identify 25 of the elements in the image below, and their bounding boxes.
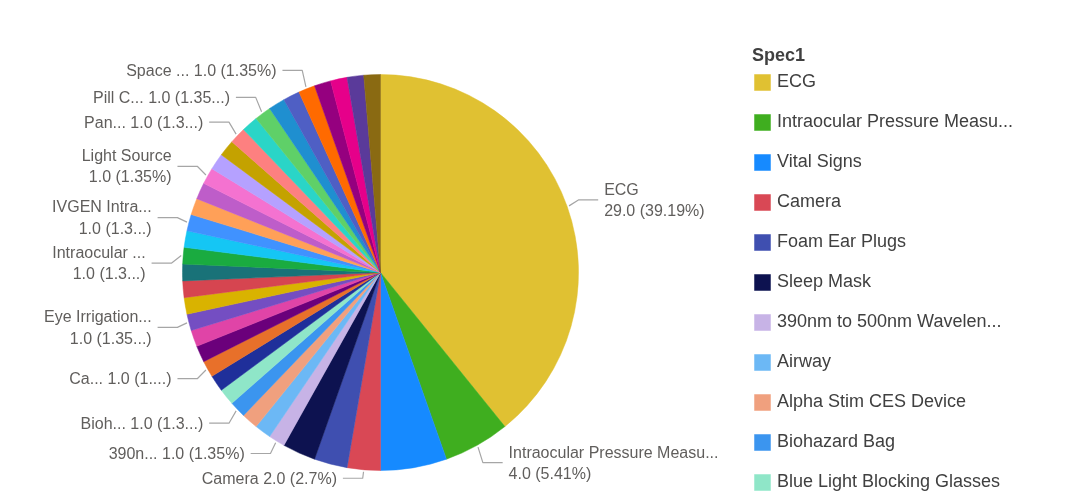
data-label: Intraocular Pressure Measu... 4.0 (5.41%) xyxy=(508,443,719,482)
data-label: Light Source 1.0 (1.35%) xyxy=(81,147,172,186)
legend-label: 390nm to 500nm Wavelen... xyxy=(777,311,1002,332)
legend-title: Spec1 xyxy=(752,45,807,66)
data-label: 390n... 1.0 (1.35%) xyxy=(108,444,245,462)
legend-label: Biohazard Bag xyxy=(777,431,896,452)
legend-label: Foam Ear Plugs xyxy=(777,231,907,252)
data-label: IVGEN Intra... 1.0 (1.3...) xyxy=(52,198,152,237)
legend-label: Alpha Stim CES Device xyxy=(777,391,967,412)
data-label: ECG 29.0 (39.19%) xyxy=(604,180,705,220)
legend-label: Sleep Mask xyxy=(777,271,872,292)
data-label: Pill C... 1.0 (1.35...) xyxy=(93,88,230,106)
data-label: Intraocular ... 1.0 (1.3...) xyxy=(52,244,146,283)
data-label: Camera 2.0 (2.7%) xyxy=(201,469,337,487)
legend-label: Vital Signs xyxy=(777,151,862,172)
data-label: Space ... 1.0 (1.35%) xyxy=(126,61,277,79)
legend-label: Blue Light Blocking Glasses xyxy=(777,471,1001,492)
data-label: Bioh... 1.0 (1.3...) xyxy=(80,414,204,432)
legend-label: Airway xyxy=(777,351,832,372)
legend-label: Camera xyxy=(777,191,842,212)
data-label: Ca... 1.0 (1....) xyxy=(69,370,172,388)
data-label: Pan... 1.0 (1.3...) xyxy=(84,113,204,131)
legend-label: Intraocular Pressure Measu... xyxy=(777,111,1014,132)
legend-label: ECG xyxy=(777,71,817,92)
data-label: Eye Irrigation... 1.0 (1.35...) xyxy=(44,308,152,347)
